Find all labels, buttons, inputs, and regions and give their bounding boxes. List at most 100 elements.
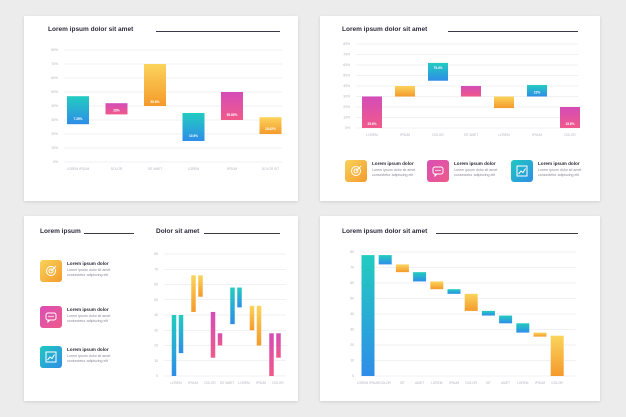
title-rule: [84, 233, 134, 234]
bar: [171, 315, 177, 376]
y-tick-label: 80%: [343, 42, 350, 46]
card-title: Lorem ipsum dolor sit amet: [342, 228, 428, 235]
data-label: 7.35%: [73, 117, 82, 121]
x-tick-label: LOREM IPSUM: [67, 167, 90, 171]
bar: [178, 315, 184, 354]
y-tick-label: 50: [350, 297, 354, 301]
x-tick-label: IPSUM: [188, 381, 198, 385]
waterfall-bar: [464, 293, 478, 311]
y-tick-label: 0%: [345, 126, 350, 130]
bar: [237, 287, 242, 308]
y-tick-label: 30: [350, 328, 354, 332]
bar: [210, 311, 216, 358]
y-tick-label: 0%: [53, 160, 58, 164]
card-title-left: Lorem ipsum: [40, 228, 81, 235]
data-label: 15.62%: [265, 127, 276, 131]
legend-text: Lorem ipsum dolor sit amet consectetur a…: [372, 168, 416, 177]
y-tick-label: 30%: [51, 118, 58, 122]
x-tick-label: IPSUM: [449, 381, 459, 385]
y-tick-label: 70: [154, 267, 158, 271]
bar: [191, 275, 196, 312]
bar: [269, 333, 274, 376]
card-title: Lorem ipsum dolor sit amet: [342, 26, 428, 33]
target-icon: [40, 260, 62, 282]
bar: [395, 86, 415, 97]
x-tick-label: SIT AMET: [220, 381, 235, 385]
title-rule: [156, 31, 280, 32]
waterfall-bar: [533, 332, 547, 337]
y-tick-label: 10: [350, 359, 354, 363]
y-tick-label: 10%: [343, 116, 350, 120]
x-tick-label: IPSUM: [256, 381, 266, 385]
x-tick-label: LOREM: [238, 381, 250, 385]
x-tick-label: DOLOR: [204, 381, 216, 385]
growth-chart-icon: [40, 346, 62, 368]
y-tick-label: 10: [154, 359, 158, 363]
x-tick-label: SIT AMET: [464, 133, 479, 137]
y-tick-label: 20%: [51, 132, 58, 136]
waterfall-bar: [481, 310, 495, 316]
bar: [256, 305, 262, 346]
y-tick-label: 40: [154, 313, 158, 317]
legend-text: Lorem ipsum dolor sit amet consectetur a…: [67, 354, 111, 363]
x-tick-label: DOLOR SIT: [262, 167, 279, 171]
waterfall-bar: [395, 264, 409, 273]
data-label: 55.85%: [227, 113, 238, 117]
x-tick-label: DOLOR: [111, 167, 123, 171]
legend-text: Lorem ipsum dolor sit amet consectetur a…: [538, 168, 582, 177]
bar: [494, 96, 514, 109]
bar: [276, 333, 281, 358]
waterfall-bar: [378, 255, 392, 265]
bar: [105, 103, 128, 115]
data-label: 10.5%: [189, 134, 198, 138]
legend-title: Lorem ipsum dolor: [67, 261, 109, 266]
title-rule: [436, 233, 578, 234]
y-tick-label: 80: [350, 250, 354, 254]
legend-text: Lorem ipsum dolor sit amet consectetur a…: [454, 168, 498, 177]
legend-text: Lorem ipsum dolor sit amet consectetur a…: [67, 314, 111, 323]
bar: [182, 113, 205, 141]
chat-icon: [40, 306, 62, 328]
chart-card-4: Lorem ipsum dolor sit amet 80 70 60 50 40 30 2…: [320, 216, 600, 401]
x-tick-label: DOLOR: [552, 381, 564, 385]
y-tick-label: 70%: [343, 53, 350, 57]
waterfall-bar: [550, 335, 564, 376]
bar: [67, 96, 89, 125]
bar: [461, 86, 481, 97]
x-tick-label: AMET: [415, 381, 424, 385]
bar: [144, 64, 166, 106]
x-tick-label: DOLOR: [564, 133, 576, 137]
bar: [230, 287, 235, 325]
bar: [362, 96, 382, 128]
y-tick-label: 60%: [51, 76, 58, 80]
legend-text: Lorem ipsum dolor sit amet consectetur a…: [67, 268, 111, 277]
waterfall-bar: [499, 315, 513, 324]
bar-chart-1: 80% 70% 60% 50% 40% 30% 20% 10% 0% 7.35% 28% 50.6% 1…: [51, 48, 282, 171]
chart-card-3: Lorem ipsum Dolor sit amet Lorem ipsum d…: [24, 216, 298, 401]
y-tick-label: 20: [350, 343, 354, 347]
x-tick-label: LOREM: [170, 381, 182, 385]
legend-title: Lorem ipsum dolor: [538, 161, 580, 166]
legend-title: Lorem ipsum dolor: [454, 161, 496, 166]
chat-icon: [427, 160, 449, 182]
chart-card-1: Lorem ipsum dolor sit amet 80% 70% 60% 50% 4…: [24, 16, 298, 201]
target-icon: [345, 160, 367, 182]
y-tick-label: 0: [156, 374, 158, 378]
data-label: 25.6%: [367, 122, 376, 126]
y-tick-label: 0: [352, 374, 354, 378]
legend-title: Lorem ipsum dolor: [372, 161, 414, 166]
bar: [249, 305, 255, 331]
x-tick-label: IPSUM: [532, 133, 542, 137]
bar: [560, 107, 580, 128]
y-tick-label: 70%: [51, 62, 58, 66]
x-tick-label: AMET: [501, 381, 510, 385]
y-tick-label: 80: [154, 252, 158, 256]
card-title: Lorem ipsum dolor sit amet: [48, 26, 134, 33]
x-tick-label: DOLOR: [432, 133, 444, 137]
waterfall-bar: [447, 289, 461, 294]
x-tick-label: LOREM: [366, 133, 378, 137]
chart-card-2: Lorem ipsum dolor sit amet 80% 70% 60% 50% 4…: [320, 16, 600, 201]
waterfall-bar: [361, 255, 375, 376]
x-tick-label: DOLOR: [380, 381, 392, 385]
